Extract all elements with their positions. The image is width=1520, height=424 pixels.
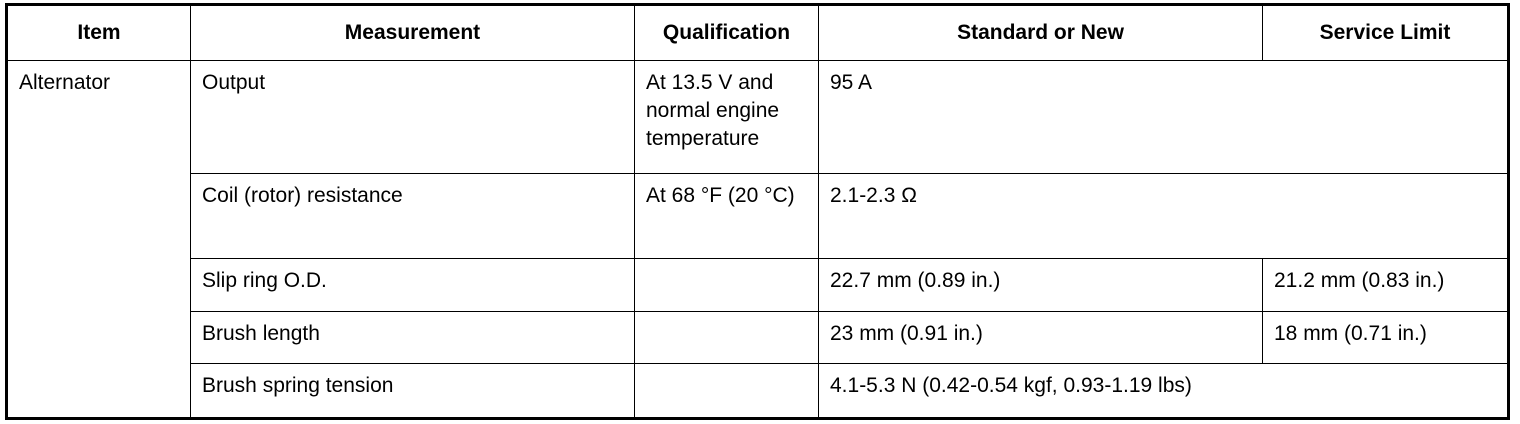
cell: 22.7 mm (0.89 in.) — [818, 258, 1263, 312]
row: Brush length 23 mm (0.91 in.) 18 mm (0.7… — [7, 311, 1509, 364]
cell: Brush spring tension — [190, 363, 635, 419]
cell: At 13.5 V and normal engine temperature — [634, 60, 819, 174]
row: Slip ring O.D. 22.7 mm (0.89 in.) 21.2 m… — [7, 258, 1509, 312]
cell: 4.1-5.3 N (0.42-0.54 kgf, 0.93-1.19 lbs) — [818, 363, 1509, 419]
header-cell: Standard or New — [818, 4, 1263, 61]
cell: Coil (rotor) resistance — [190, 173, 635, 259]
item-cell: Alternator — [6, 60, 191, 419]
row: Brush spring tension 4.1-5.3 N (0.42-0.5… — [7, 363, 1509, 419]
cell: 95 A — [818, 60, 1509, 174]
row: Coil (rotor) resistance At 68 °F (20 °C)… — [7, 173, 1509, 259]
header-cell: Qualification — [634, 4, 819, 61]
cell: 18 mm (0.71 in.) — [1262, 311, 1509, 364]
cell — [634, 363, 819, 419]
header-cell: Service Limit — [1262, 4, 1509, 61]
cell: At 68 °F (20 °C) — [634, 173, 819, 259]
cell: 23 mm (0.91 in.) — [818, 311, 1263, 364]
cell — [634, 258, 819, 312]
row: Alternator Output At 13.5 V and normal e… — [6, 60, 1509, 419]
header-cell: Measurement — [190, 4, 635, 61]
cell: Brush length — [190, 311, 635, 364]
header-cell: Item — [6, 4, 191, 61]
cell: 21.2 mm (0.83 in.) — [1262, 258, 1509, 312]
cell: 2.1-2.3 Ω — [818, 173, 1509, 259]
header-row: Item Measurement Qualification Standard … — [6, 4, 1509, 61]
cell: Output — [190, 60, 635, 174]
cell: Slip ring O.D. — [190, 258, 635, 312]
spec-table: Item Measurement Qualification Standard … — [5, 3, 1510, 420]
cell — [634, 311, 819, 364]
